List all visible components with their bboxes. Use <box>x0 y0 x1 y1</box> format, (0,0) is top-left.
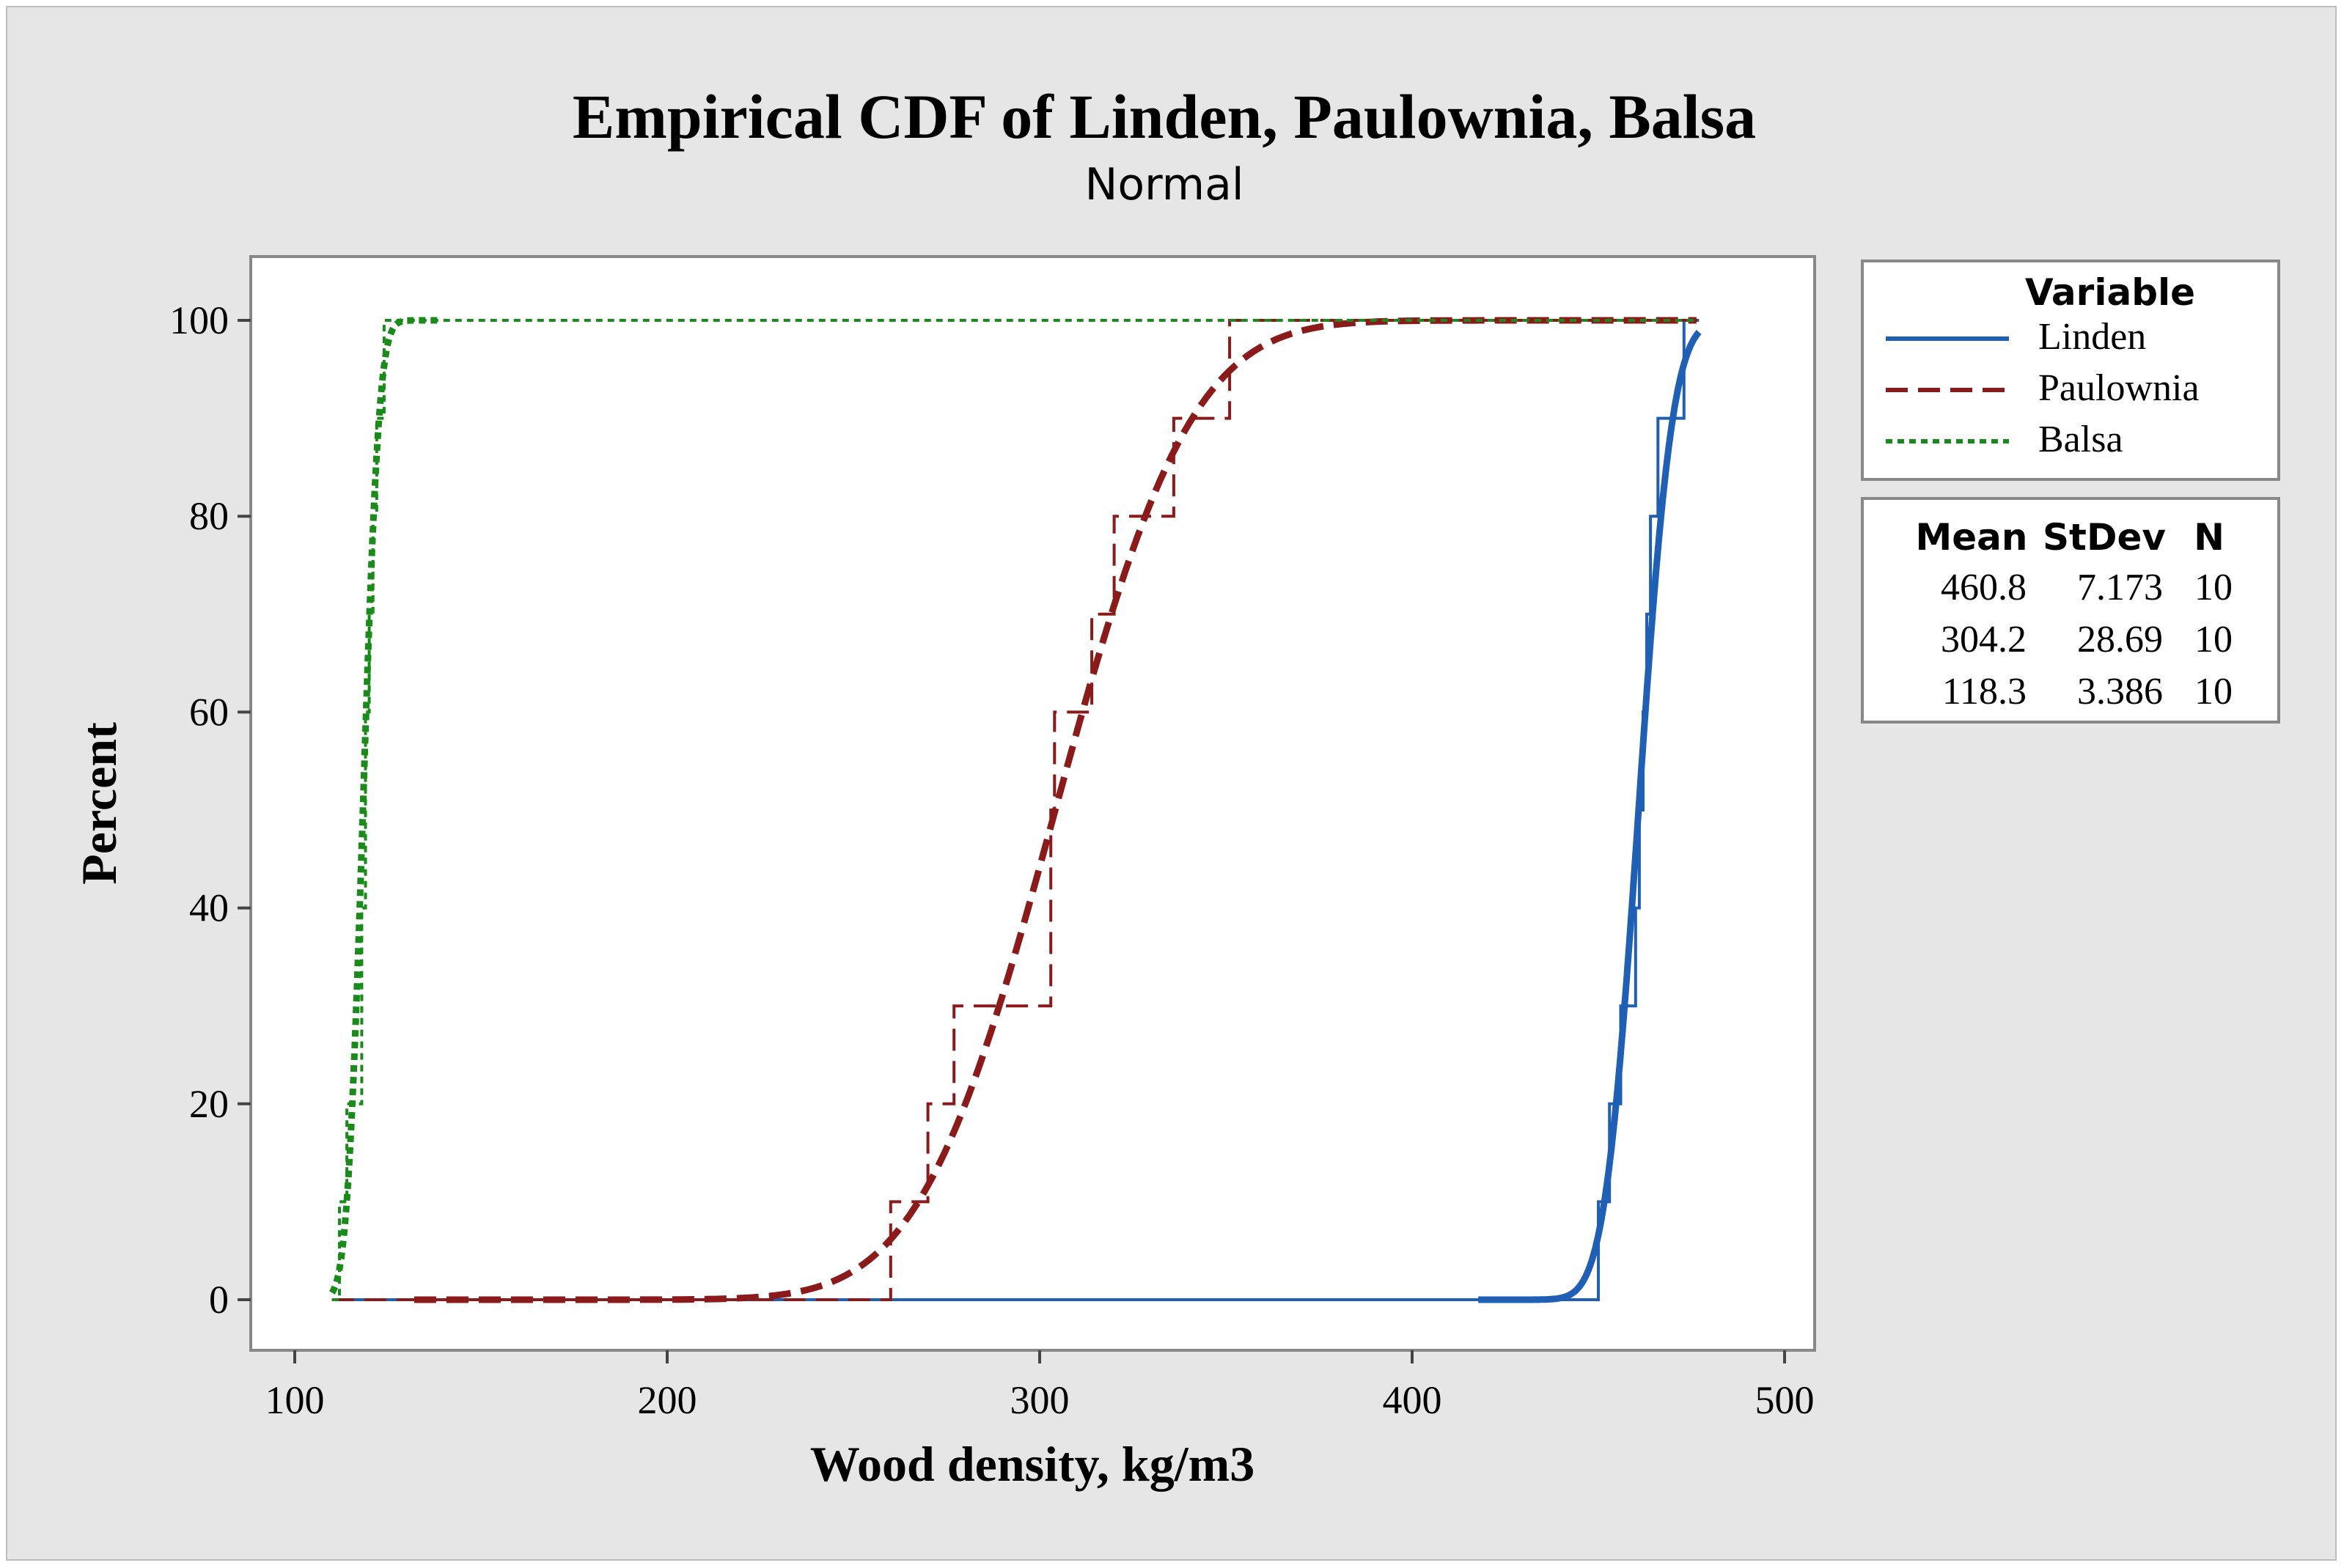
stats-box <box>1861 497 2280 724</box>
y-tick-label: 0 <box>209 1278 229 1322</box>
paulownia-stat-stdev: 28.69 <box>2077 619 2163 660</box>
y-tick-label: 20 <box>189 1082 229 1126</box>
linden-stat-stdev: 7.173 <box>2077 567 2163 608</box>
y-tick-label: 40 <box>189 886 229 930</box>
linden-legend-label: Linden <box>2038 316 2146 358</box>
x-tick-label: 400 <box>1383 1378 1442 1422</box>
chart-canvas: Empirical CDF of Linden, Paulownia, Bals… <box>71 81 2280 1492</box>
paulownia-ecdf-step <box>331 319 1700 1301</box>
stats-header-n: N <box>2194 516 2224 559</box>
stats-rows: 460.8 7.173 10 304.2 28.69 10 118.3 3.386 10 <box>1941 567 2233 713</box>
y-tick-label: 100 <box>169 298 229 342</box>
linden-stat-n: 10 <box>2194 567 2233 608</box>
balsa-ecdf-step <box>331 319 1700 1301</box>
linden-ecdf-step <box>331 319 1700 1301</box>
chart-subtitle: Normal <box>1084 159 1243 210</box>
chart-title: Empirical CDF of Linden, Paulownia, Bals… <box>573 81 1756 152</box>
balsa-legend-label: Balsa <box>2038 419 2123 460</box>
legend-title: Variable <box>2025 271 2195 314</box>
x-axis-label: Wood density, kg/m3 <box>810 1436 1255 1492</box>
legend-box <box>1861 260 2280 481</box>
x-tick-label: 100 <box>265 1378 325 1422</box>
chart-figure: Empirical CDF of Linden, Paulownia, Bals… <box>6 6 2337 1561</box>
x-tick-label: 500 <box>1755 1378 1815 1422</box>
balsa-stat-mean: 118.3 <box>1942 671 2027 713</box>
series-layer <box>329 317 1702 1303</box>
y-axis-label: Percent <box>71 722 127 885</box>
linden-stat-mean: 460.8 <box>1941 567 2027 608</box>
paulownia-stat-n: 10 <box>2194 619 2233 660</box>
paulownia-stat-mean: 304.2 <box>1941 619 2027 660</box>
legend-entries: Linden Paulownia Balsa <box>1886 316 2200 460</box>
y-axis: 0 20 40 60 80 100 <box>169 298 251 1322</box>
x-axis: 100 200 300 400 500 <box>265 1350 1815 1422</box>
plot-area <box>249 255 1816 1352</box>
paulownia-legend-label: Paulownia <box>2038 367 2200 409</box>
x-tick-label: 300 <box>1010 1378 1070 1422</box>
balsa-stat-stdev: 3.386 <box>2077 671 2163 713</box>
stats-header-stdev: StDev <box>2043 516 2166 559</box>
stats-header-mean: Mean <box>1915 516 2027 559</box>
y-tick-label: 60 <box>189 690 229 734</box>
y-tick-label: 80 <box>189 494 229 538</box>
balsa-stat-n: 10 <box>2194 671 2233 713</box>
x-tick-label: 200 <box>638 1378 697 1422</box>
